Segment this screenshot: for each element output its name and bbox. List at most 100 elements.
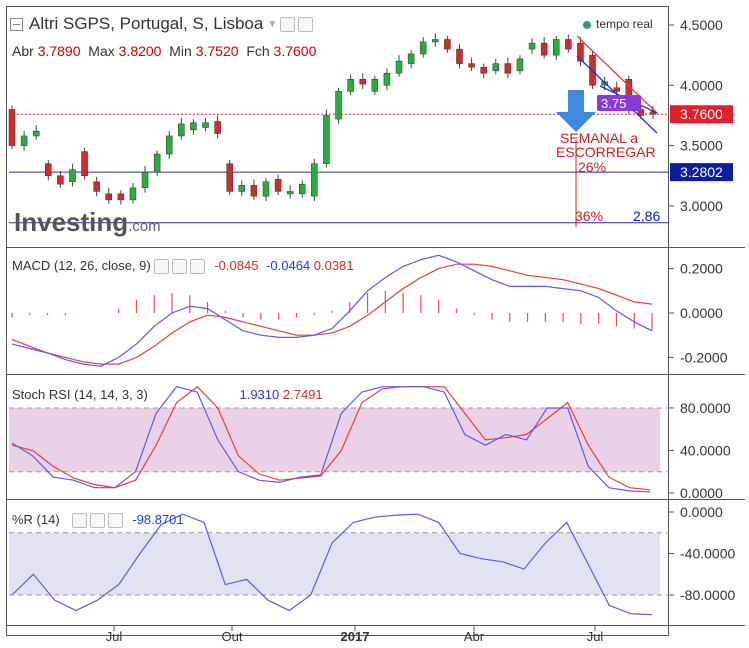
willr-label: %R (14): [12, 512, 60, 527]
candle-body: [141, 171, 149, 189]
willr-tick-label: 0.0000: [680, 504, 723, 520]
candle-body: [552, 39, 560, 56]
low-label: Min: [169, 43, 192, 59]
low-value: 3.7520: [195, 43, 239, 59]
stoch-d-line: [11, 385, 651, 491]
candle-body: [419, 41, 427, 55]
chevron-down-icon[interactable]: ▼: [267, 19, 278, 31]
time-axis: Jul Out 2017 Abr Jul: [106, 626, 603, 644]
candle-body: [456, 48, 463, 64]
macd-signal-line: [11, 263, 653, 365]
macd-panel: 0.2000 0.0000 -0.2000: [11, 254, 728, 367]
candle-body: [432, 39, 439, 43]
willr-line: [11, 513, 653, 616]
settings-icon[interactable]: [298, 17, 314, 33]
candle-body: [383, 72, 391, 86]
stochrsi-value-2: 2.7491: [282, 387, 323, 402]
candle-body: [32, 130, 40, 137]
candle-body: [577, 42, 584, 62]
candle-body: [81, 151, 88, 177]
brand-investing: Investing.com: [14, 207, 161, 237]
price-tick-label: 4.0000: [680, 77, 723, 93]
candle-body: [45, 163, 52, 177]
willr-tick-label: -40.0000: [680, 546, 735, 562]
candle-body: [190, 122, 197, 131]
candle-body: [347, 79, 354, 92]
candle-body: [250, 185, 258, 197]
annotation-26pct: 26%: [578, 159, 606, 175]
candle-body: [214, 121, 221, 134]
close-icon[interactable]: [107, 513, 123, 529]
price-tick-label: 3.0000: [680, 198, 723, 214]
candle-body: [286, 191, 294, 195]
candle-body: [516, 58, 524, 72]
visibility-icon[interactable]: [280, 17, 296, 33]
willr-band: [9, 532, 660, 595]
macd-legend: MACD (12, 26, close, 9) -0.0845 -0.0464 …: [12, 258, 354, 275]
candle-body: [601, 81, 608, 86]
macd-value-3: 0.0381: [313, 258, 354, 273]
candle-body: [311, 163, 318, 197]
willr-legend: %R (14) -98.8701: [12, 512, 184, 529]
collapse-icon[interactable]: [10, 18, 23, 32]
settings-icon[interactable]: [171, 259, 187, 275]
candle-body: [480, 66, 487, 74]
candle-body: [528, 42, 536, 50]
stochrsi-legend: Stoch RSI (14, 14, 3, 3) 1.9310 2.7491: [12, 387, 323, 402]
candle-body: [504, 63, 512, 74]
macd-value-1: -0.0845: [214, 258, 259, 273]
boxed-label-text: 3.75: [601, 96, 626, 111]
price-tick-label: 3.5000: [680, 138, 723, 154]
macd-label: MACD (12, 26, close, 9): [12, 258, 151, 273]
close-icon[interactable]: [189, 259, 205, 275]
level-price-tag: [670, 163, 733, 182]
candle-body: [613, 87, 620, 92]
price-tick-label: 4.5000: [680, 17, 723, 33]
open-value: 3.7890: [37, 43, 81, 59]
candle-body: [468, 63, 475, 68]
price-axis: 4.5000 4.0000 3.5000 3.0000 3.7600 3.2802: [669, 17, 733, 214]
annotation-level-286: 2,86: [633, 208, 660, 224]
visibility-icon[interactable]: [71, 513, 87, 529]
boxed-label-bg: [597, 95, 641, 111]
macd-tick-label: 0.0000: [680, 305, 723, 321]
stoch-k-line: [11, 386, 651, 493]
candle-body: [371, 79, 379, 92]
arrow-down-icon: [556, 112, 596, 132]
candle-body: [262, 181, 270, 197]
stoch-tick-label: 80.0000: [680, 400, 731, 416]
candle-body: [323, 115, 330, 164]
candle-body: [565, 39, 572, 50]
williams-r-panel: 0.0000 -40.0000 -80.0000: [9, 504, 735, 616]
visibility-icon[interactable]: [153, 259, 169, 275]
annotation-36pct: 36%: [575, 208, 603, 224]
candle-body: [226, 163, 233, 192]
live-indicator: tempo real: [583, 17, 653, 31]
macd-tick-label: -0.2000: [680, 349, 728, 365]
panel-borders: [6, 6, 745, 636]
candle-body: [202, 122, 209, 128]
candle-body: [69, 169, 76, 183]
candle-body: [153, 153, 161, 173]
close-label: Fch: [246, 43, 270, 59]
live-dot-icon: [583, 20, 591, 29]
trendline-upper: [576, 35, 658, 114]
current-price-text: 3.7600: [680, 106, 723, 122]
stoch-tick-label: 40.0000: [680, 442, 731, 458]
chart-title: Altri SGPS, Portugal, S, Lisboa ▼: [10, 14, 314, 34]
stoch-tick-label: 0.0000: [680, 485, 723, 501]
time-tick-label: Jul: [106, 629, 123, 644]
high-value: 3.8200: [118, 43, 162, 59]
willr-value: -98.8701: [132, 512, 184, 527]
settings-icon[interactable]: [89, 513, 105, 529]
candle-body: [20, 135, 28, 146]
ohlc-readout: Abr 3.7890 Max 3.8200 Min 3.7520 Fch 3.7…: [12, 43, 316, 59]
candle-body: [444, 39, 451, 50]
candle-body: [165, 135, 173, 155]
candle-body: [274, 179, 282, 192]
candle-body: [335, 91, 342, 120]
close-value: 3.7600: [273, 43, 317, 59]
stochrsi-value-1: 1.9310: [239, 387, 280, 402]
live-label: tempo real: [596, 17, 653, 31]
time-tick-label: Abr: [464, 629, 485, 644]
